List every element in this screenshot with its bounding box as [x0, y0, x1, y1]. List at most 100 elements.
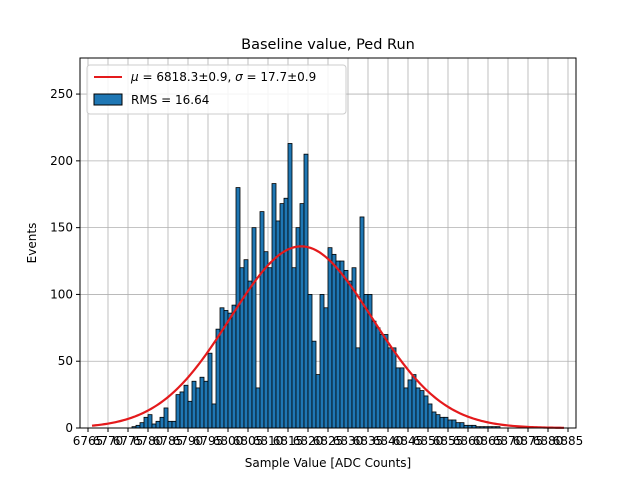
histogram-bar — [287, 143, 293, 429]
histogram-bar — [403, 387, 409, 429]
histogram-bar — [231, 304, 237, 429]
x-tick-label: 6830 — [333, 434, 364, 448]
histogram-bar — [435, 414, 441, 429]
histogram-bar — [335, 260, 341, 429]
fit-curve-group — [91, 245, 565, 429]
x-tick-label: 6860 — [453, 434, 484, 448]
histogram-bar — [411, 374, 417, 429]
x-tick-label: 6785 — [153, 434, 184, 448]
x-tick-label: 6870 — [493, 434, 524, 448]
x-tick-label: 6835 — [353, 434, 384, 448]
x-tick-label: 6820 — [293, 434, 324, 448]
y-tick-label: 0 — [65, 421, 73, 435]
y-tick-label: 50 — [58, 354, 73, 368]
histogram-bar — [179, 391, 185, 429]
y-axis-label: Events — [25, 223, 39, 264]
histogram-bar — [455, 422, 461, 429]
x-tick-label: 6865 — [473, 434, 504, 448]
x-tick-label: 6810 — [253, 434, 284, 448]
histogram-bars — [131, 143, 501, 429]
fit-curve — [91, 245, 565, 429]
x-tick-label: 6885 — [553, 434, 584, 448]
histogram-bar — [387, 347, 393, 429]
x-tick-label: 6805 — [233, 434, 264, 448]
histogram-bar — [263, 251, 269, 429]
histogram-bar — [451, 419, 457, 429]
histogram-bar — [383, 334, 389, 429]
x-tick-label: 6815 — [273, 434, 304, 448]
histogram-bar — [247, 280, 253, 429]
histogram-bar — [199, 376, 205, 429]
histogram-bar — [299, 203, 305, 429]
histogram-bar — [371, 320, 377, 429]
y-tick-label: 250 — [50, 87, 73, 101]
histogram-bar — [183, 384, 189, 429]
histogram-bar — [211, 403, 217, 429]
histogram-bar — [375, 327, 381, 429]
x-tick-label: 6765 — [73, 434, 104, 448]
legend-histogram-label: RMS = 16.64 — [131, 93, 209, 107]
histogram-bar — [163, 407, 169, 429]
histogram-bar — [427, 403, 433, 429]
histogram-bar — [271, 183, 277, 429]
chart-title: Baseline value, Ped Run — [241, 37, 415, 53]
y-tick-label: 200 — [50, 154, 73, 168]
x-tick-label: 6845 — [393, 434, 424, 448]
y-tick-label: 150 — [50, 221, 73, 235]
histogram-bar — [219, 307, 225, 429]
x-tick-label: 6790 — [173, 434, 204, 448]
histogram-bar — [331, 253, 337, 429]
histogram-bar — [227, 312, 233, 429]
histogram-bar — [347, 280, 353, 429]
histogram-bar — [139, 422, 145, 429]
histogram-bar — [419, 390, 425, 429]
histogram-bar — [187, 400, 193, 429]
histogram-bar — [339, 260, 345, 429]
histogram-bar — [167, 420, 173, 429]
histogram-bar — [459, 422, 465, 429]
histogram-bar — [203, 380, 209, 429]
x-tick-label: 6780 — [133, 434, 164, 448]
legend-box — [86, 64, 347, 115]
histogram-bar — [439, 416, 445, 429]
histogram-bar — [315, 374, 321, 429]
y-axis-ticks: 0 50 100 150 200 250 — [50, 87, 80, 435]
histogram-bar — [399, 367, 405, 429]
histogram-bar — [355, 347, 361, 429]
x-tick-label: 6880 — [533, 434, 564, 448]
histogram-bar — [423, 395, 429, 429]
histogram-bar — [443, 416, 449, 429]
x-tick-label: 6855 — [433, 434, 464, 448]
histogram-bar — [415, 387, 421, 429]
histogram-bar — [359, 216, 365, 429]
histogram-bar — [311, 340, 317, 429]
x-axis-label: Sample Value [ADC Counts] — [245, 456, 411, 470]
histogram-bar — [303, 153, 309, 429]
histogram-bar — [291, 267, 297, 429]
x-tick-label: 6840 — [373, 434, 404, 448]
x-tick-label: 6770 — [93, 434, 124, 448]
x-tick-label: 6775 — [113, 434, 144, 448]
x-tick-label: 6875 — [513, 434, 544, 448]
y-tick-label: 100 — [50, 287, 73, 301]
histogram-bar — [283, 197, 289, 429]
histogram-bar — [395, 367, 401, 429]
x-axis-ticks: 6765677067756780678567906795680068056810… — [73, 428, 584, 448]
legend-fit-label: μ = 6818.3±0.9, σ = 17.7±0.9 — [130, 70, 316, 84]
histogram-bar — [147, 414, 153, 429]
histogram-bar — [323, 307, 329, 429]
x-tick-label: 6800 — [213, 434, 244, 448]
histogram-bar — [255, 387, 261, 429]
histogram-bar — [143, 416, 149, 429]
histogram-bar — [327, 247, 333, 429]
legend-histogram-swatch — [93, 93, 123, 106]
histogram-bar — [191, 380, 197, 429]
histogram-bar — [171, 420, 177, 429]
histogram-bar — [307, 294, 313, 429]
x-tick-label: 6825 — [313, 434, 344, 448]
histogram-bar — [295, 227, 301, 429]
histogram-bar — [319, 294, 325, 429]
histogram-bar — [407, 379, 413, 429]
x-tick-label: 6850 — [413, 434, 444, 448]
